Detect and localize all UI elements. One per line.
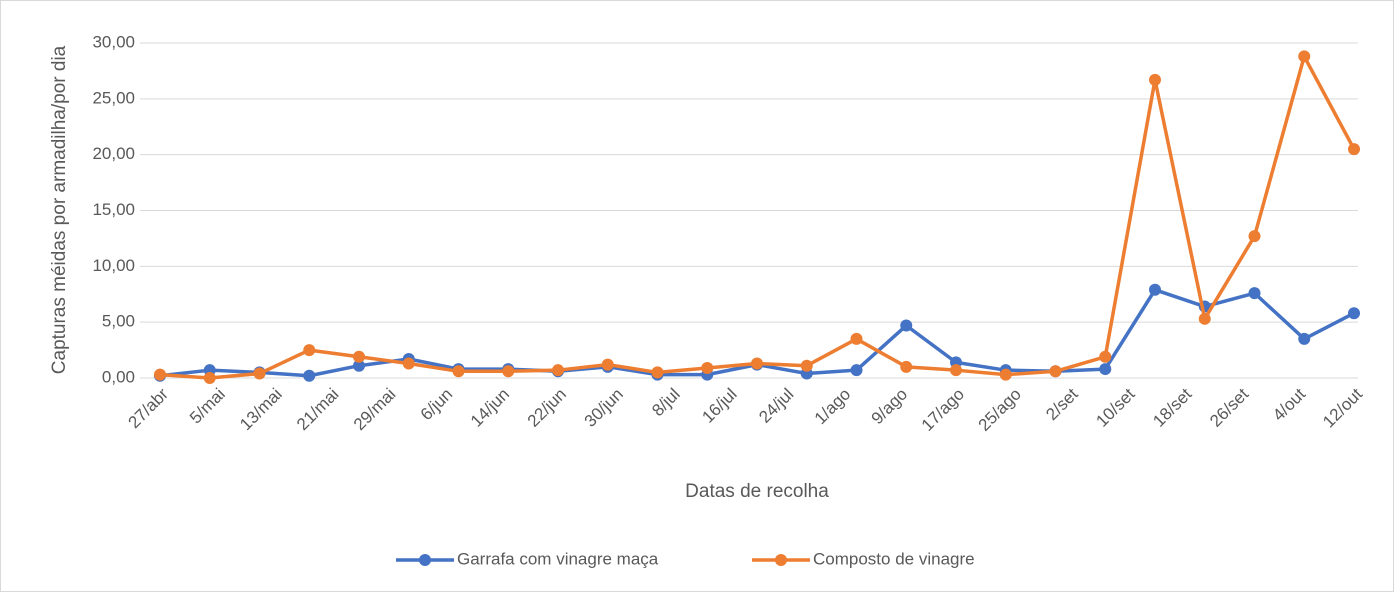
data-point	[402, 357, 415, 370]
legend-label: Composto de vinagre	[813, 549, 975, 568]
data-point	[303, 369, 316, 382]
y-tick-label: 25,00	[92, 88, 135, 107]
legend-marker	[419, 554, 431, 566]
data-point	[1348, 307, 1360, 320]
data-point	[1248, 230, 1261, 243]
data-point	[353, 350, 365, 363]
data-point	[1149, 283, 1161, 296]
data-point	[850, 364, 863, 377]
data-point	[1348, 143, 1360, 156]
data-point	[203, 372, 216, 384]
y-tick-label: 0,00	[102, 367, 135, 386]
y-tick-label: 15,00	[92, 200, 135, 219]
data-point	[552, 364, 564, 377]
data-point	[1248, 287, 1261, 300]
data-point	[1198, 312, 1211, 325]
data-point	[154, 368, 166, 381]
y-tick-label: 10,00	[92, 256, 135, 275]
data-point	[701, 361, 714, 374]
x-axis-title: Datas de recolha	[685, 481, 829, 502]
data-point	[1099, 350, 1112, 363]
y-tick-label: 5,00	[102, 312, 135, 331]
data-point	[1149, 73, 1161, 86]
data-point	[651, 366, 664, 379]
data-point	[850, 332, 863, 345]
data-point	[303, 344, 316, 357]
data-point	[900, 360, 913, 373]
legend-marker	[775, 554, 787, 566]
data-point	[1049, 365, 1062, 378]
data-point	[1298, 332, 1311, 345]
data-point	[353, 359, 365, 372]
data-point	[751, 357, 763, 370]
y-tick-label: 20,00	[92, 144, 135, 163]
data-point	[800, 359, 813, 372]
data-point	[253, 367, 266, 380]
data-point	[999, 368, 1012, 381]
data-point	[601, 358, 614, 371]
data-point	[502, 365, 515, 378]
data-point	[452, 365, 465, 378]
y-tick-label: 30,00	[92, 32, 135, 51]
data-point	[1298, 50, 1311, 63]
data-point	[900, 319, 913, 332]
legend-label: Garrafa com vinagre maça	[457, 549, 659, 568]
data-point	[950, 364, 962, 377]
data-point	[1099, 363, 1112, 376]
y-axis-title: Capturas méidas por armadilha/por dia	[49, 45, 70, 374]
